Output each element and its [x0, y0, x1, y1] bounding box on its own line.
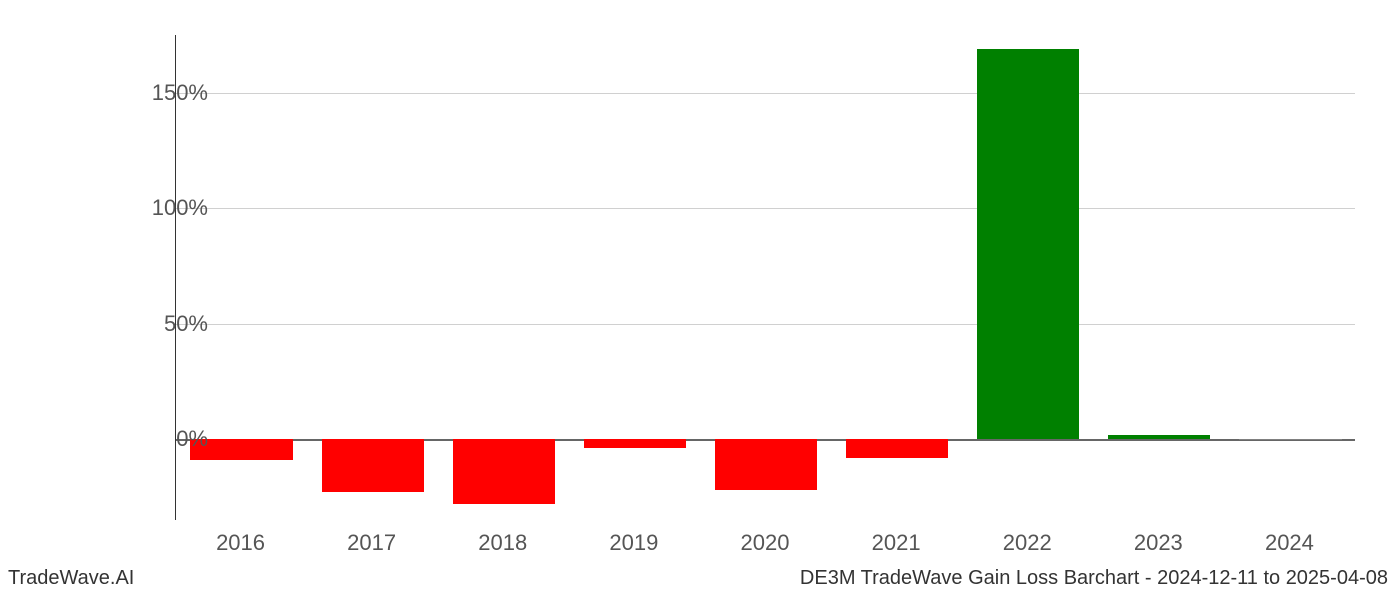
x-tick-label: 2018: [478, 530, 527, 556]
x-tick-label: 2022: [1003, 530, 1052, 556]
x-tick-label: 2020: [741, 530, 790, 556]
gridline: [176, 93, 1355, 94]
plot-area: [175, 35, 1355, 520]
bar: [846, 439, 948, 457]
y-tick-label: 50%: [128, 311, 208, 337]
bar: [715, 439, 817, 490]
x-tick-label: 2023: [1134, 530, 1183, 556]
y-tick-label: 150%: [128, 80, 208, 106]
gridline: [176, 35, 1355, 36]
x-tick-label: 2024: [1265, 530, 1314, 556]
y-tick-label: 0%: [128, 426, 208, 452]
gridline: [176, 324, 1355, 325]
bar: [977, 49, 1079, 439]
bar: [322, 439, 424, 492]
bar: [453, 439, 555, 504]
x-tick-label: 2019: [609, 530, 658, 556]
bar: [1239, 439, 1341, 440]
bar: [584, 439, 686, 448]
gridline: [176, 208, 1355, 209]
x-tick-label: 2017: [347, 530, 396, 556]
bar: [1108, 435, 1210, 440]
x-tick-label: 2021: [872, 530, 921, 556]
footer-left: TradeWave.AI: [8, 567, 134, 590]
x-tick-label: 2016: [216, 530, 265, 556]
footer-right: DE3M TradeWave Gain Loss Barchart - 2024…: [800, 567, 1388, 590]
y-tick-label: 100%: [128, 195, 208, 221]
chart-container: [175, 35, 1355, 520]
